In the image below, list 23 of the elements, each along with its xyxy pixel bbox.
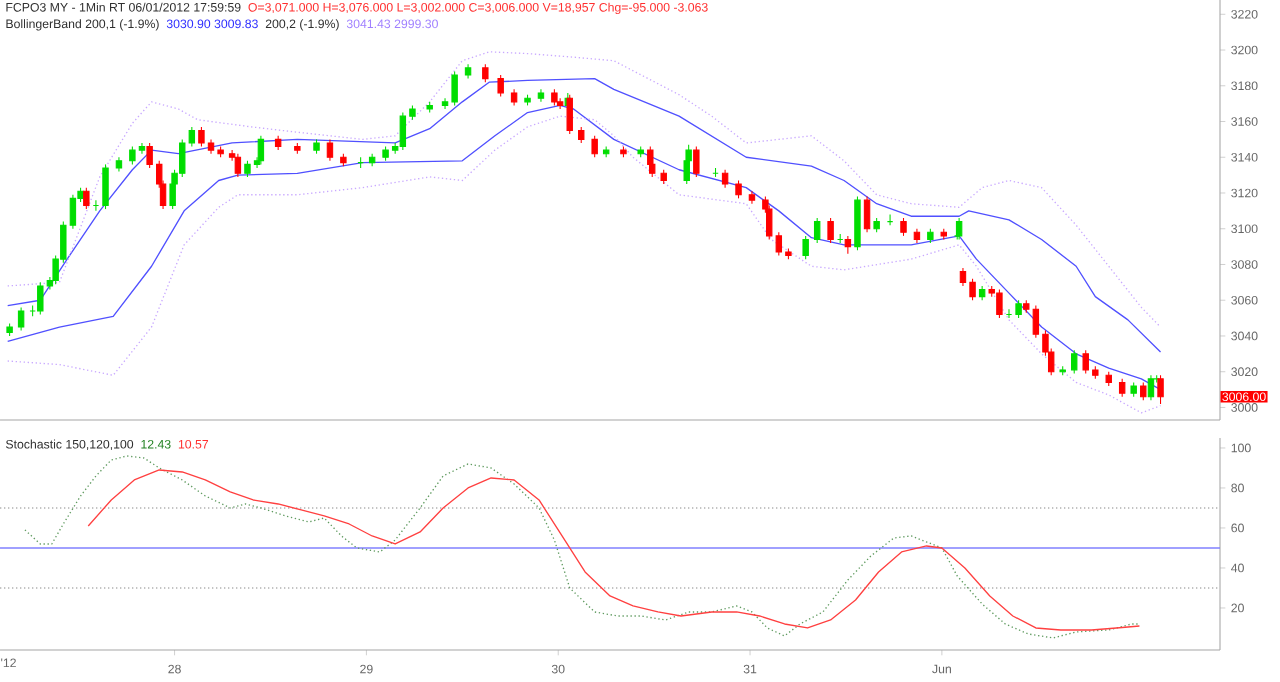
line-series bbox=[87, 469, 1141, 631]
candlestick bbox=[1071, 349, 1078, 375]
candlestick bbox=[693, 145, 700, 178]
candlestick bbox=[17, 306, 25, 332]
candlestick bbox=[537, 88, 545, 103]
candlestick bbox=[83, 187, 90, 210]
line-series bbox=[24, 455, 1141, 639]
candlestick bbox=[257, 135, 265, 165]
candlestick bbox=[1147, 374, 1155, 401]
candlestick bbox=[497, 74, 504, 98]
candlestick bbox=[802, 235, 809, 260]
candlestick bbox=[827, 217, 834, 244]
candlestick bbox=[591, 135, 598, 158]
line-series bbox=[7, 51, 1162, 328]
candlestick bbox=[813, 217, 821, 244]
candlestick bbox=[326, 138, 334, 162]
candlestick bbox=[748, 190, 756, 205]
candlestick bbox=[996, 288, 1003, 319]
candlestick bbox=[234, 153, 242, 178]
candlestick bbox=[863, 196, 871, 233]
line-series bbox=[7, 77, 1162, 353]
candlestick bbox=[844, 235, 852, 255]
candlestick bbox=[854, 196, 861, 251]
